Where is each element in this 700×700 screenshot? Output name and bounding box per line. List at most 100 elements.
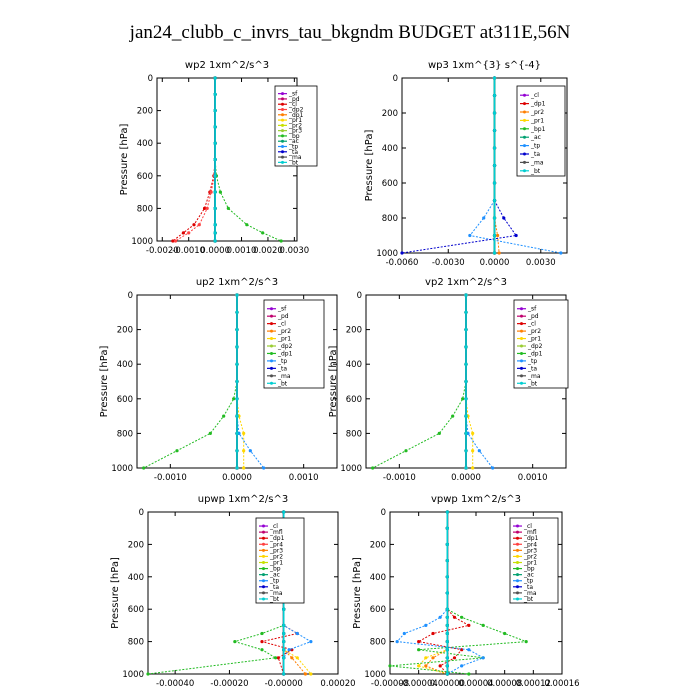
legend-marker [520,322,523,326]
y-tick-label: 0 [357,291,362,301]
data-point [524,640,528,644]
x-tick-label: 0.00000 [430,679,465,689]
legend-marker [523,169,526,173]
legend-label: _bp [288,133,300,140]
x-tick-label: -0.0010 [154,473,187,483]
data-point [213,231,217,235]
legend-label: _ma [277,373,291,380]
legend-label: _pr2 [269,553,283,560]
legend-marker [270,381,273,385]
figure-title: jan24_clubb_c_invrs_tau_bkgndm BUDGET at… [129,22,571,43]
y-tick-label: 400 [346,360,362,370]
legend-marker [523,160,526,164]
legend-label: _cl [530,92,539,99]
data-point [232,397,236,401]
data-point [213,190,217,194]
legend-marker [520,307,523,311]
data-point [464,362,468,366]
data-point [261,231,265,235]
data-point [242,466,246,470]
data-point [173,239,178,243]
data-point [226,206,230,210]
data-point [492,93,497,98]
legend-label: _tp [530,143,540,150]
legend-box [513,299,569,389]
data-point [464,293,468,297]
series-line-bp [214,78,282,242]
data-point [445,607,449,611]
legend-label: _cl [523,523,532,530]
data-point [464,310,468,314]
data-point [260,640,264,644]
plot-frame [401,77,568,254]
y-tick-label: 800 [382,214,398,224]
data-point [445,591,449,595]
data-point [400,251,404,255]
legend-marker [523,93,526,97]
legend-label: _bt [523,596,534,603]
data-point [235,362,239,366]
legend-label: _ac [269,572,280,579]
data-point [464,379,468,384]
data-point [248,449,252,453]
legend-label: _pr1 [269,560,283,567]
data-point [213,109,217,113]
data-point [496,233,500,238]
data-point [445,559,449,563]
legend-marker [520,351,523,355]
data-point [395,640,399,644]
legend-label: _cl [277,321,286,328]
y-tick-label: 400 [370,573,386,583]
data-point [146,672,150,676]
data-point [481,623,485,628]
legend-label: _pr3 [288,128,302,135]
plot-title: upwp 1xm^2/s^3 [198,494,288,505]
data-point [559,251,563,255]
legend-label: _pr4 [523,541,537,548]
legend-marker [270,322,273,326]
data-point [417,648,421,652]
y-tick-label: 400 [137,139,153,149]
legend-label: _pr1 [288,117,302,124]
legend-marker [523,144,526,148]
legend-marker [516,524,519,528]
data-point [445,648,449,652]
data-point [282,640,286,644]
data-point [482,216,486,220]
legend-marker [516,548,519,552]
data-point [273,656,278,660]
x-tick-label: -0.0060 [386,258,419,268]
data-point [460,615,464,619]
legend-label: _dp1 [530,101,546,108]
y-tick-label: 0 [139,508,144,518]
data-point [402,631,406,636]
legend-marker [516,579,519,583]
data-point [445,672,449,676]
y-tick-label: 200 [370,540,386,550]
legend-marker [270,351,273,355]
legend-marker [520,374,523,378]
legend-marker [262,524,265,528]
y-tick-label: 0 [381,508,386,518]
data-point [309,640,313,644]
data-point [181,231,186,235]
data-point [295,631,299,636]
legend-marker [262,554,265,558]
legend-label: _tp [277,358,287,365]
legend-label: _ac [523,572,534,579]
data-point [424,623,428,628]
data-point [492,163,497,168]
data-point [235,449,239,453]
data-point [213,157,217,162]
legend-marker [281,139,284,143]
data-point [445,631,449,636]
x-tick-label: 0.0020 [253,246,283,256]
legend-marker [281,92,284,96]
y-tick-label: 400 [128,573,144,583]
legend-marker [523,102,526,106]
legend-label: _dp1 [527,350,543,357]
series-line-bp [389,512,527,675]
data-point [303,672,308,676]
y-tick-label: 200 [346,326,362,336]
data-point [497,251,501,255]
